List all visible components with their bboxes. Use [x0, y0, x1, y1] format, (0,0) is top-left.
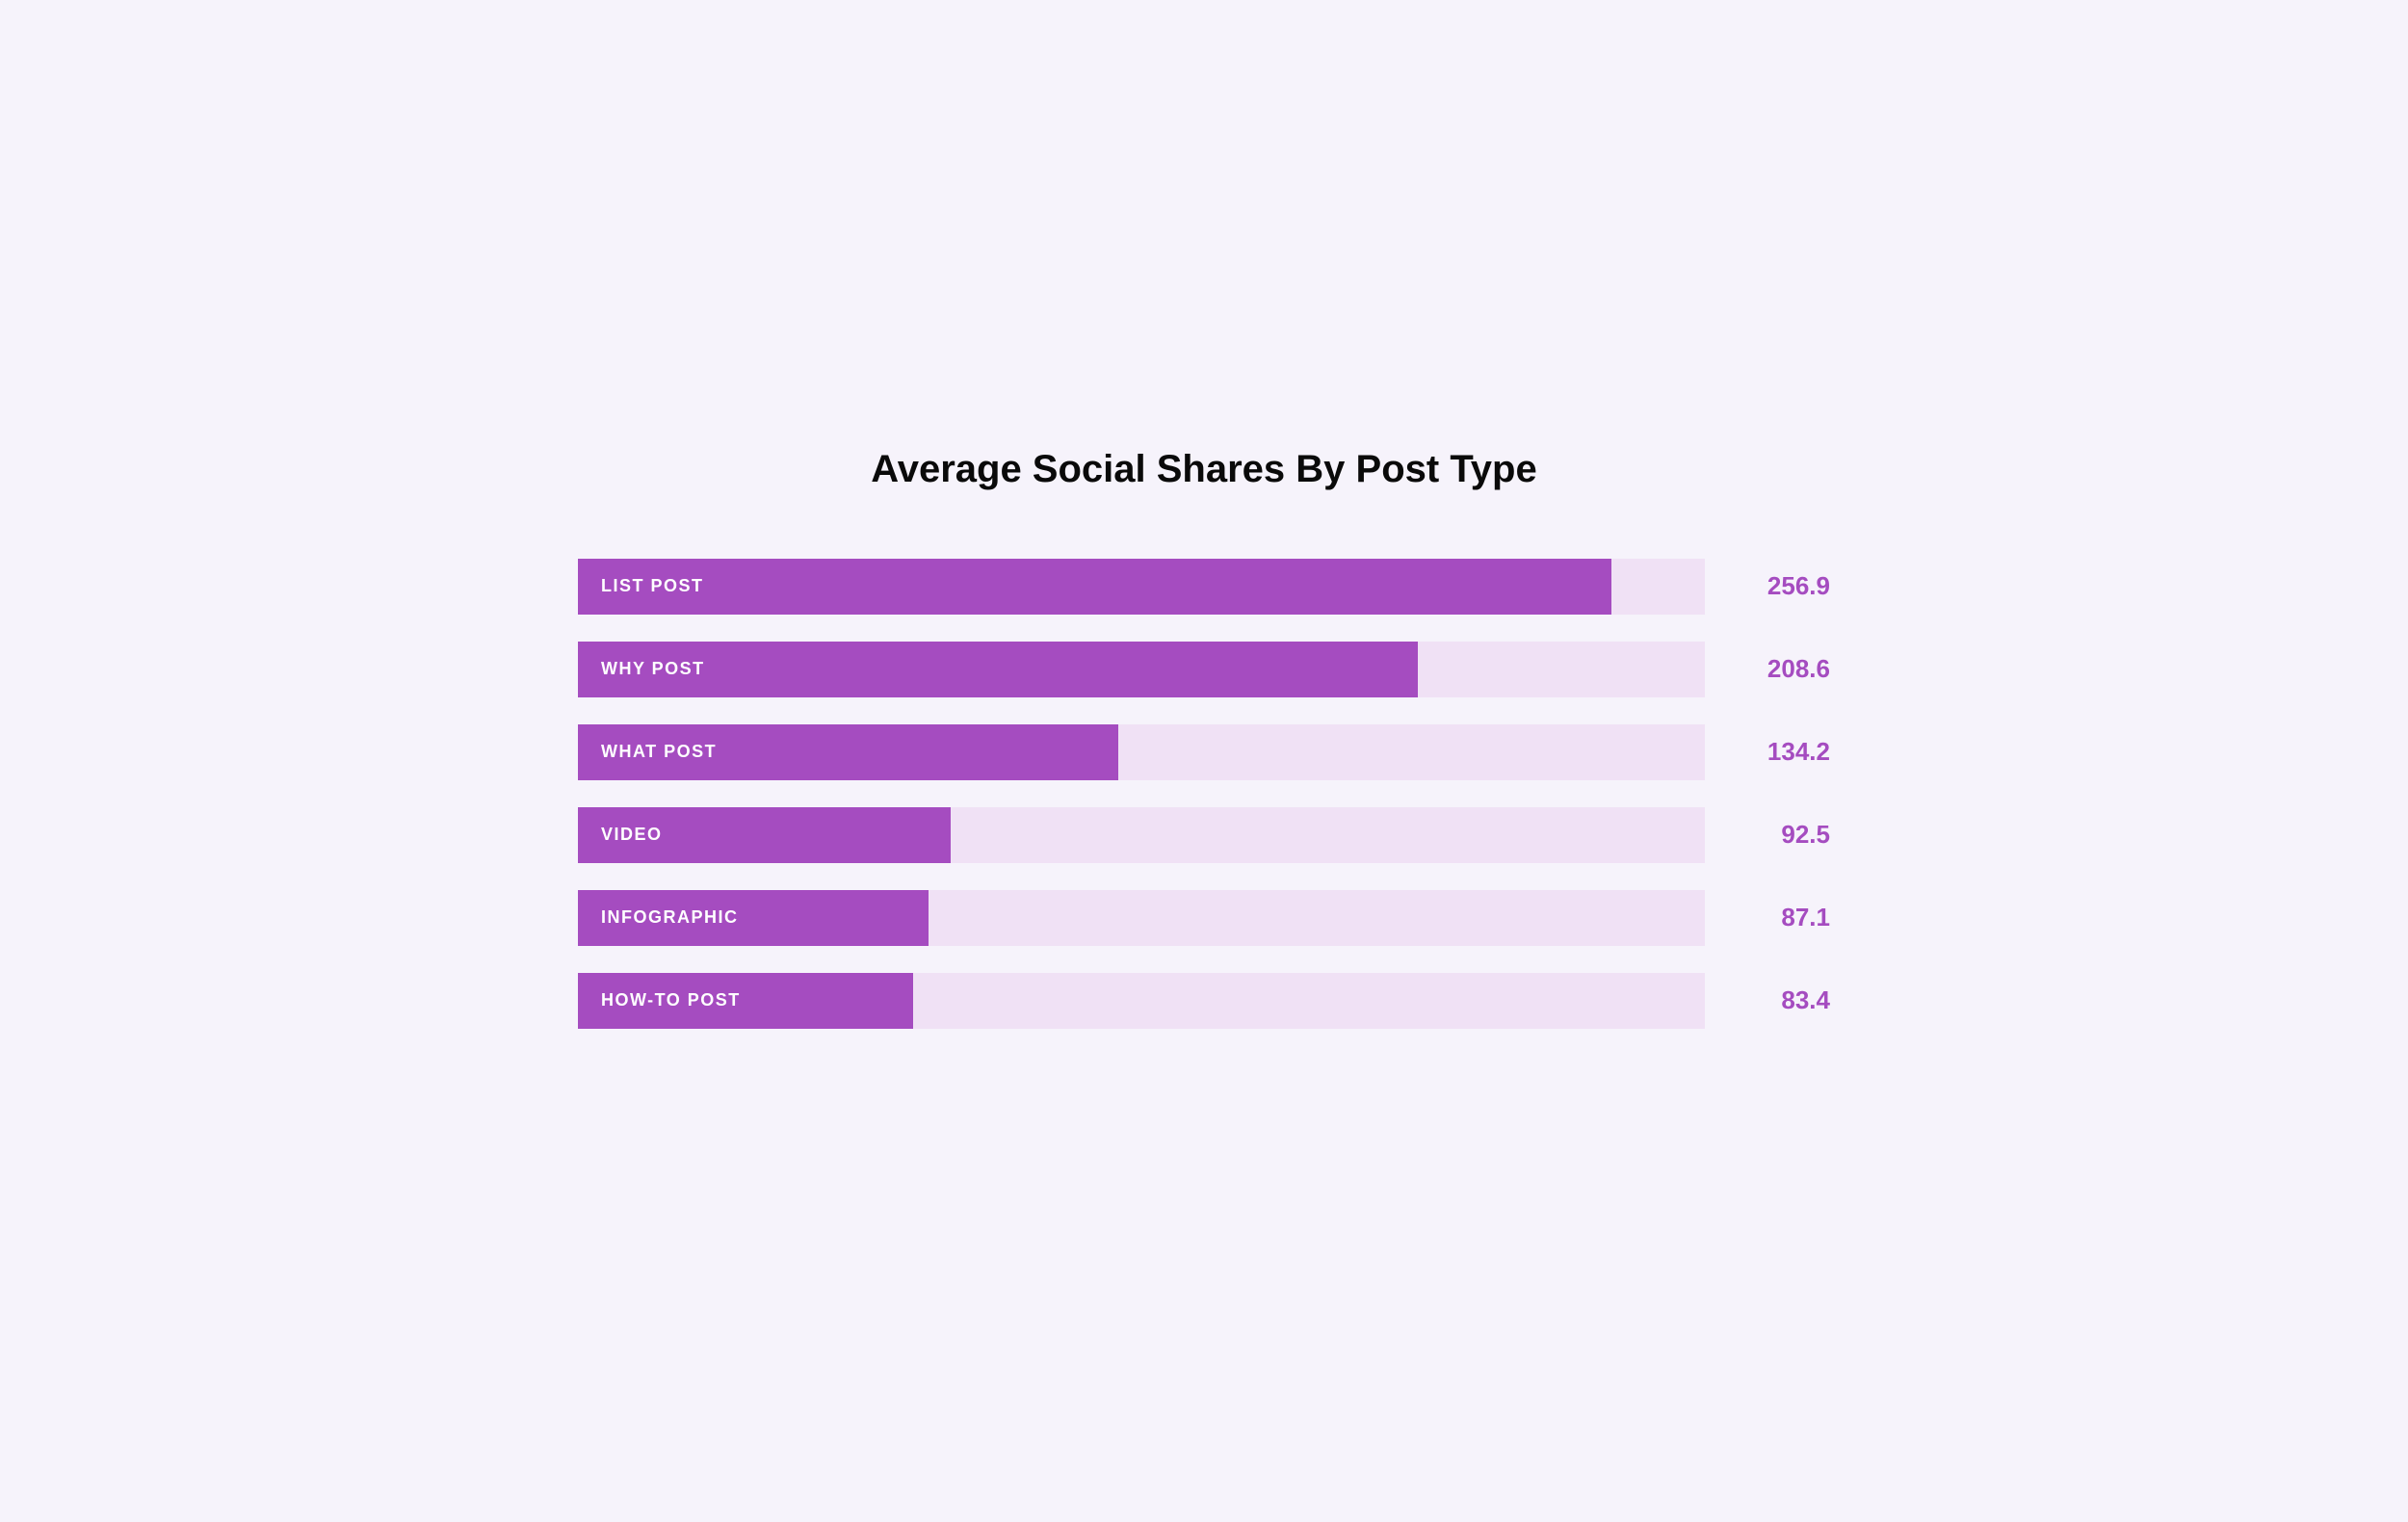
bar-fill: HOW-TO POST [578, 973, 913, 1029]
bar-track: INFOGRAPHIC [578, 890, 1705, 946]
bar-track: WHY POST [578, 642, 1705, 697]
bar-row: INFOGRAPHIC 87.1 [578, 890, 1830, 946]
bar-label: WHY POST [601, 659, 705, 679]
bar-value: 87.1 [1705, 903, 1830, 932]
bar-track: HOW-TO POST [578, 973, 1705, 1029]
bar-row: WHAT POST 134.2 [578, 724, 1830, 780]
bar-row: HOW-TO POST 83.4 [578, 973, 1830, 1029]
bar-value: 208.6 [1705, 654, 1830, 684]
bar-value: 134.2 [1705, 737, 1830, 767]
bar-fill: INFOGRAPHIC [578, 890, 929, 946]
bar-row: WHY POST 208.6 [578, 642, 1830, 697]
chart-title: Average Social Shares By Post Type [578, 448, 1830, 491]
bar-track: LIST POST [578, 559, 1705, 615]
bar-value: 92.5 [1705, 820, 1830, 850]
bar-label: WHAT POST [601, 742, 717, 762]
bar-label: INFOGRAPHIC [601, 907, 739, 928]
bar-fill: WHY POST [578, 642, 1418, 697]
bar-track: VIDEO [578, 807, 1705, 863]
bar-fill: WHAT POST [578, 724, 1118, 780]
bar-row: VIDEO 92.5 [578, 807, 1830, 863]
bars-wrapper: LIST POST 256.9 WHY POST 208.6 WHAT POST… [578, 559, 1830, 1029]
chart-container: Average Social Shares By Post Type LIST … [482, 390, 1926, 1133]
bar-label: LIST POST [601, 576, 704, 596]
bar-label: HOW-TO POST [601, 990, 741, 1010]
bar-label: VIDEO [601, 825, 663, 845]
bar-value: 83.4 [1705, 985, 1830, 1015]
bar-fill: VIDEO [578, 807, 951, 863]
bar-track: WHAT POST [578, 724, 1705, 780]
bar-fill: LIST POST [578, 559, 1611, 615]
bar-value: 256.9 [1705, 571, 1830, 601]
bar-row: LIST POST 256.9 [578, 559, 1830, 615]
